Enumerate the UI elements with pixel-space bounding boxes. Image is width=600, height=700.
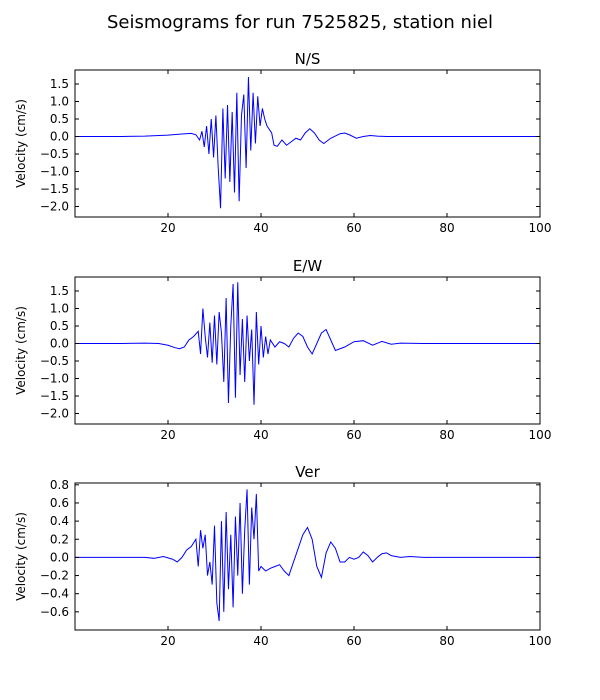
y-tick-label: −0.6: [40, 605, 69, 619]
x-tick-label: 100: [529, 221, 552, 235]
figure-title: Seismograms for run 7525825, station nie…: [107, 12, 493, 33]
y-tick-label: −2.0: [40, 200, 69, 214]
y-tick-label: 0.5: [50, 112, 69, 126]
x-tick-label: 60: [346, 221, 361, 235]
x-tick-label: 20: [160, 221, 175, 235]
x-tick-label: 40: [253, 634, 268, 648]
y-axis-label-ns: Velocity (cm/s): [14, 99, 28, 188]
y-tick-label: 1.5: [50, 77, 69, 91]
axes-frame-ver: [74, 482, 541, 631]
y-tick-label: 0.8: [50, 478, 69, 492]
x-tick-label: 20: [160, 428, 175, 442]
y-tick-label: 0.5: [50, 319, 69, 333]
y-tick-label: −1.5: [40, 389, 69, 403]
y-tick-label: −1.0: [40, 165, 69, 179]
x-tick-label: 40: [253, 428, 268, 442]
x-tick-label: 100: [529, 634, 552, 648]
series-line-ew: [75, 282, 540, 405]
series-line-ver: [75, 489, 540, 621]
y-tick-label: 1.0: [50, 95, 69, 109]
panel-ver: Ver 20 40 60 80 100 −0.6 −0.4 −0.2 0.0 0.2 0.4 0.6 0.…: [14, 463, 551, 648]
panel-ns: N/S 20 40 60 80 100 −2.0 −1.5 −1.0 −0.5 0.0 0.5 1.0 1…: [14, 50, 551, 235]
y-axis-label-ver: Velocity (cm/s): [14, 512, 28, 601]
panel-title-ver: Ver: [295, 463, 320, 481]
y-tick-label: 0.6: [50, 496, 69, 510]
axes-frame-ns: [74, 69, 541, 218]
y-tick-label: −1.5: [40, 182, 69, 196]
x-tick-label: 80: [439, 221, 454, 235]
y-tick-label: −0.5: [40, 147, 69, 161]
panel-title-ew: E/W: [293, 257, 323, 275]
series-line-ns: [75, 76, 540, 209]
y-tick-label: −1.0: [40, 372, 69, 386]
y-tick-label: 0.0: [50, 337, 69, 351]
y-axis-label-ew: Velocity (cm/s): [14, 306, 28, 395]
y-tick-label: 1.0: [50, 302, 69, 316]
y-tick-label: 0.0: [50, 550, 69, 564]
y-tick-label: 0.0: [50, 130, 69, 144]
y-tick-label: −2.0: [40, 407, 69, 421]
x-tick-label: 60: [346, 634, 361, 648]
y-tick-label: −0.5: [40, 354, 69, 368]
panel-ew: E/W 20 40 60 80 100 −2.0 −1.5 −1.0 −0.5 0.0 0.5 1.0 1…: [14, 257, 551, 442]
y-tick-label: −0.2: [40, 569, 69, 583]
x-tick-label: 40: [253, 221, 268, 235]
y-tick-label: 0.4: [50, 514, 69, 528]
axes-frame-ew: [74, 276, 541, 425]
x-tick-label: 80: [439, 428, 454, 442]
y-tick-label: −0.4: [40, 587, 69, 601]
y-tick-label: 1.5: [50, 284, 69, 298]
x-tick-label: 100: [529, 428, 552, 442]
panel-title-ns: N/S: [295, 50, 321, 68]
x-tick-label: 60: [346, 428, 361, 442]
y-tick-label: 0.2: [50, 532, 69, 546]
x-tick-label: 20: [160, 634, 175, 648]
x-tick-label: 80: [439, 634, 454, 648]
